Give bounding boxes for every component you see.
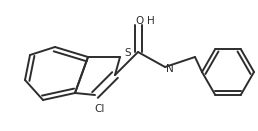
Text: O: O bbox=[136, 16, 144, 26]
Text: N: N bbox=[166, 64, 174, 74]
Text: S: S bbox=[125, 48, 131, 58]
Text: H: H bbox=[147, 16, 155, 26]
Text: Cl: Cl bbox=[95, 104, 105, 114]
